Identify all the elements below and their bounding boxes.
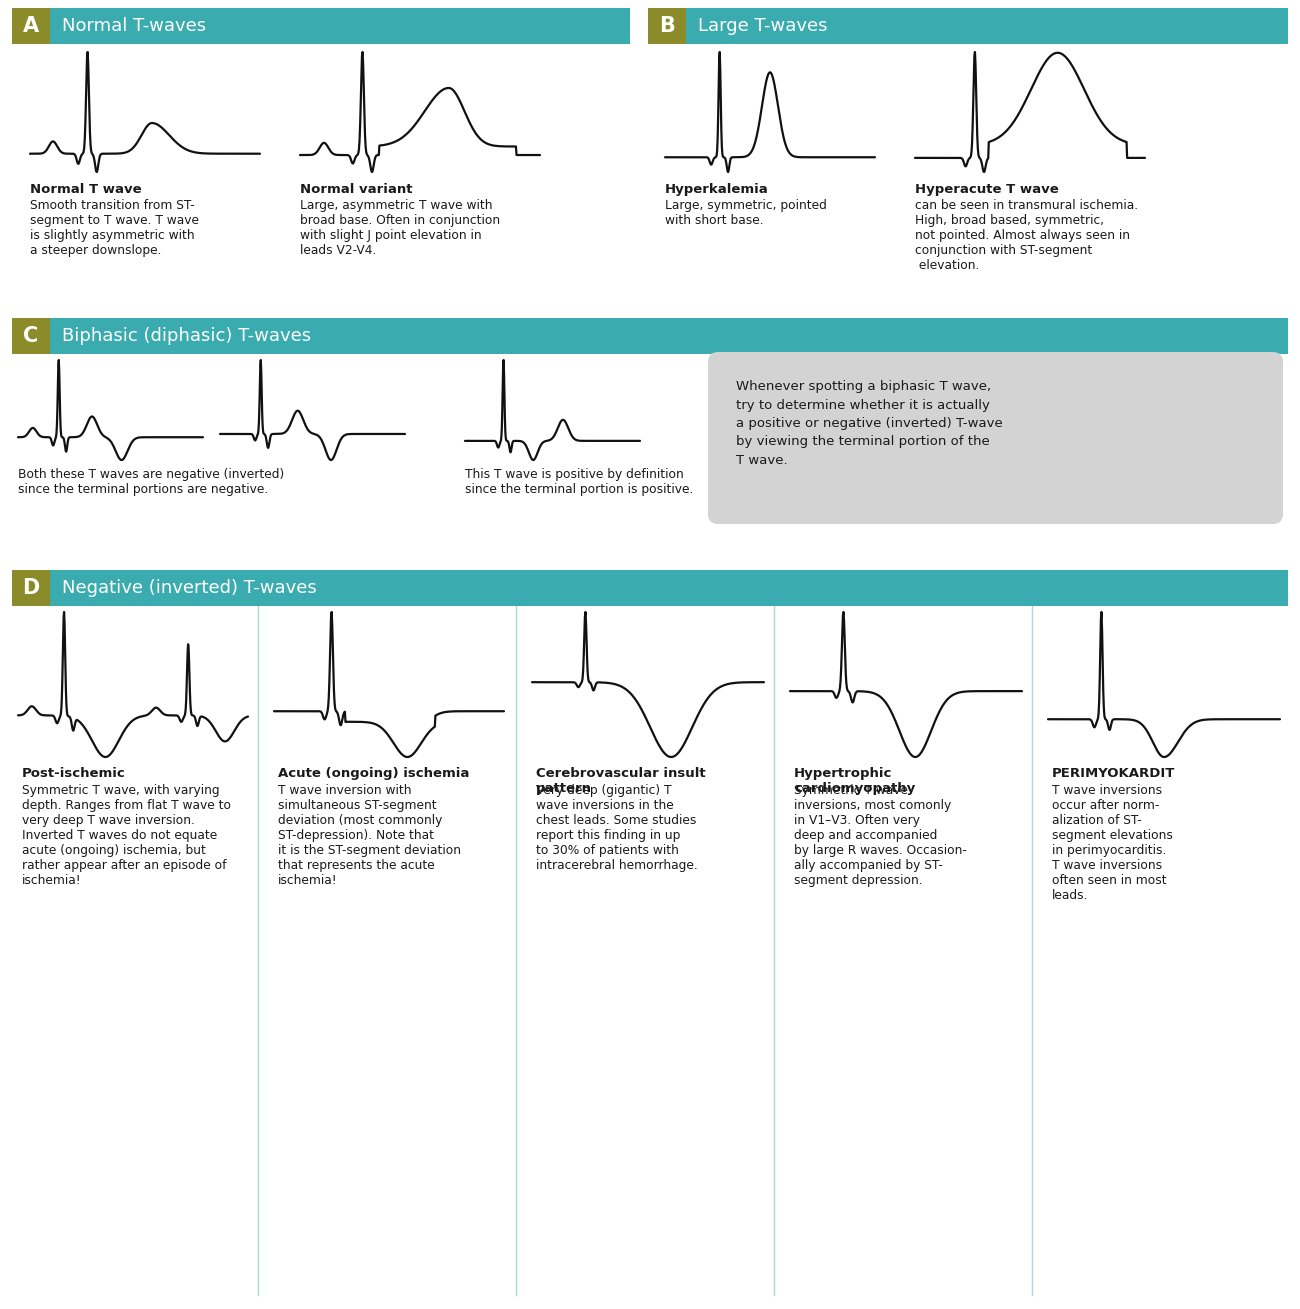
Text: can be seen in transmural ischemia.
High, broad based, symmetric,
not pointed. A: can be seen in transmural ischemia. High… <box>915 199 1138 272</box>
FancyBboxPatch shape <box>686 8 1288 45</box>
Text: Large, symmetric, pointed
with short base.: Large, symmetric, pointed with short bas… <box>666 199 827 226</box>
Text: Hypertrophic
cardiomyopathy: Hypertrophic cardiomyopathy <box>794 767 915 795</box>
Text: Normal variant: Normal variant <box>300 183 412 196</box>
Text: T wave inversions
occur after norm-
alization of ST-
segment elevations
in perim: T wave inversions occur after norm- aliz… <box>1052 784 1173 902</box>
Text: A: A <box>23 16 39 37</box>
Text: Large, asymmetric T wave with
broad base. Often in conjunction
with slight J poi: Large, asymmetric T wave with broad base… <box>300 199 500 257</box>
Text: T wave inversion with
simultaneous ST-segment
deviation (most commonly
ST-depres: T wave inversion with simultaneous ST-se… <box>278 784 462 888</box>
Text: Negative (inverted) T-waves: Negative (inverted) T-waves <box>62 579 317 597</box>
Text: Large T-waves: Large T-waves <box>698 17 828 35</box>
FancyBboxPatch shape <box>49 8 630 45</box>
FancyBboxPatch shape <box>12 569 49 606</box>
Text: C: C <box>23 326 39 346</box>
FancyBboxPatch shape <box>12 318 49 353</box>
Text: Biphasic (diphasic) T-waves: Biphasic (diphasic) T-waves <box>62 327 311 346</box>
Text: Whenever spotting a biphasic T wave,
try to determine whether it is actually
a p: Whenever spotting a biphasic T wave, try… <box>736 380 1002 467</box>
Text: D: D <box>22 579 39 598</box>
FancyBboxPatch shape <box>49 318 1288 353</box>
Text: Both these T waves are negative (inverted)
since the terminal portions are negat: Both these T waves are negative (inverte… <box>18 469 285 496</box>
Text: Normal T-waves: Normal T-waves <box>62 17 207 35</box>
FancyBboxPatch shape <box>12 8 49 45</box>
Text: Acute (ongoing) ischemia: Acute (ongoing) ischemia <box>278 767 469 780</box>
Text: Post-ischemic: Post-ischemic <box>22 767 126 780</box>
Text: Smooth transition from ST-
segment to T wave. T wave
is slightly asymmetric with: Smooth transition from ST- segment to T … <box>30 199 199 257</box>
Text: Very deep (gigantic) T
wave inversions in the
chest leads. Some studies
report t: Very deep (gigantic) T wave inversions i… <box>536 784 698 872</box>
Text: PERIMYOKARDIT: PERIMYOKARDIT <box>1052 767 1175 780</box>
Text: B: B <box>659 16 675 37</box>
Text: This T wave is positive by definition
since the terminal portion is positive.: This T wave is positive by definition si… <box>465 469 693 496</box>
FancyBboxPatch shape <box>647 8 686 45</box>
Text: Cerebrovascular insult
pattern: Cerebrovascular insult pattern <box>536 767 706 795</box>
Text: Normal T wave: Normal T wave <box>30 183 142 196</box>
Text: Symmetric T wave
inversions, most comonly
in V1–V3. Often very
deep and accompan: Symmetric T wave inversions, most comonl… <box>794 784 967 888</box>
Text: Hyperkalemia: Hyperkalemia <box>666 183 768 196</box>
Text: Hyperacute T wave: Hyperacute T wave <box>915 183 1058 196</box>
FancyBboxPatch shape <box>708 352 1283 524</box>
FancyBboxPatch shape <box>49 569 1288 606</box>
Text: Symmetric T wave, with varying
depth. Ranges from flat T wave to
very deep T wav: Symmetric T wave, with varying depth. Ra… <box>22 784 231 888</box>
